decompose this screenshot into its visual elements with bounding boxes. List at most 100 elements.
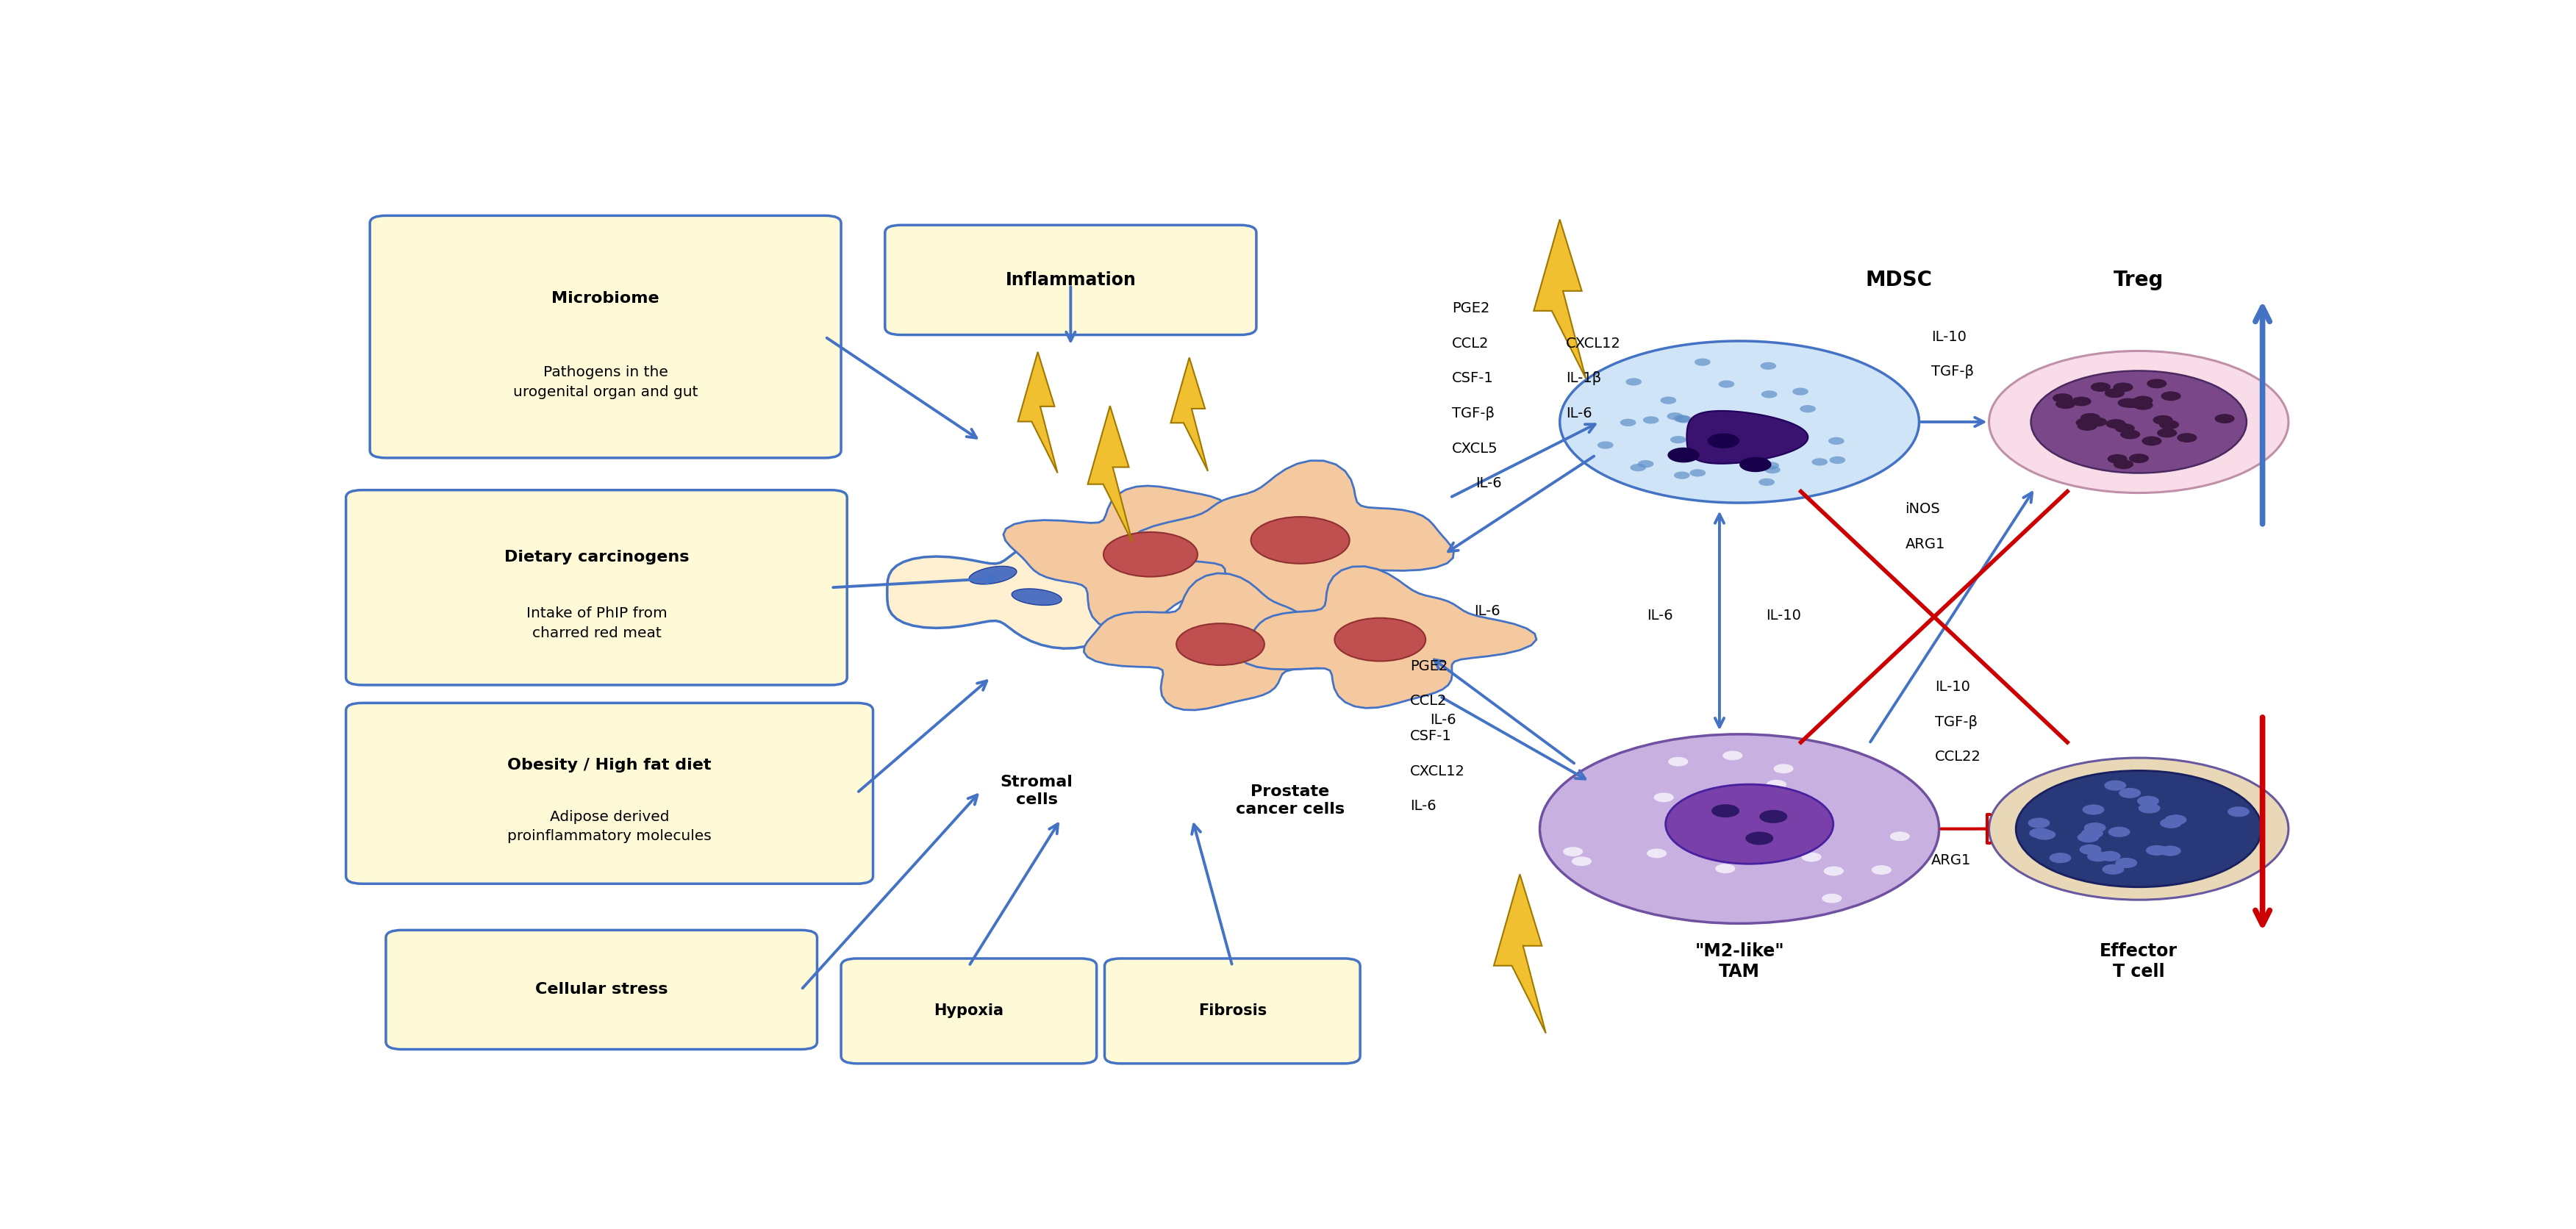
Circle shape <box>2087 417 2107 426</box>
Text: "M2-like"
TAM: "M2-like" TAM <box>1695 943 1785 981</box>
Circle shape <box>1540 734 1940 923</box>
Circle shape <box>1571 857 1592 866</box>
Text: Cellular stress: Cellular stress <box>536 982 667 997</box>
Circle shape <box>2154 415 2172 425</box>
Circle shape <box>2071 397 2092 406</box>
Circle shape <box>2076 422 2097 430</box>
Circle shape <box>2133 401 2154 410</box>
Text: CXCL12: CXCL12 <box>1409 764 1466 778</box>
Text: Inflammation: Inflammation <box>1005 272 1136 289</box>
Circle shape <box>2087 852 2110 862</box>
Circle shape <box>2138 803 2161 814</box>
Text: Pathogens in the
urogenital organ and gut: Pathogens in the urogenital organ and gu… <box>513 365 698 399</box>
Circle shape <box>2107 455 2128 463</box>
Text: TGF-β: TGF-β <box>1935 715 1978 729</box>
Circle shape <box>1177 623 1265 665</box>
Text: IL-6: IL-6 <box>1409 799 1437 814</box>
Text: Fibrosis: Fibrosis <box>1198 1004 1267 1019</box>
Text: PGE2: PGE2 <box>1453 301 1489 316</box>
Circle shape <box>2081 805 2105 815</box>
Circle shape <box>1710 446 1728 454</box>
Circle shape <box>1767 779 1785 789</box>
Text: Treg: Treg <box>2112 269 2164 290</box>
Circle shape <box>1687 807 1708 817</box>
Text: CSF-1: CSF-1 <box>1453 371 1494 386</box>
Circle shape <box>1677 415 1692 423</box>
Circle shape <box>1646 849 1667 858</box>
Circle shape <box>2092 382 2110 392</box>
Circle shape <box>1989 758 2287 900</box>
Circle shape <box>1252 517 1350 564</box>
Circle shape <box>2102 864 2125 875</box>
Circle shape <box>2112 460 2133 469</box>
Circle shape <box>2141 436 2161 446</box>
Text: IL-1β: IL-1β <box>1566 371 1602 386</box>
Circle shape <box>1821 893 1842 903</box>
Circle shape <box>1777 788 1798 798</box>
Circle shape <box>1667 784 1834 864</box>
Circle shape <box>1824 866 1844 876</box>
Text: Hypoxia: Hypoxia <box>935 1004 1005 1019</box>
Circle shape <box>2076 418 2097 428</box>
Text: IL-6: IL-6 <box>1473 605 1499 618</box>
Circle shape <box>1625 379 1641 386</box>
Text: ARG1: ARG1 <box>1932 853 1971 866</box>
Text: TGF-β: TGF-β <box>1932 365 1973 379</box>
Circle shape <box>1103 532 1198 576</box>
Circle shape <box>2115 424 2136 433</box>
Circle shape <box>2161 391 2182 401</box>
Polygon shape <box>969 567 1018 584</box>
Circle shape <box>1597 441 1613 449</box>
Circle shape <box>2105 419 2125 429</box>
Text: Effector
T cell: Effector T cell <box>2099 943 2177 981</box>
Circle shape <box>2120 788 2141 798</box>
Circle shape <box>2027 817 2050 828</box>
Circle shape <box>2133 396 2154 406</box>
Circle shape <box>1723 751 1741 761</box>
Circle shape <box>1873 865 1891 875</box>
Circle shape <box>1669 436 1687 444</box>
Circle shape <box>1708 434 1739 449</box>
Circle shape <box>1783 822 1803 832</box>
Circle shape <box>2177 433 2197 442</box>
Circle shape <box>2159 420 2179 429</box>
Circle shape <box>2107 827 2130 837</box>
Circle shape <box>1785 426 1801 434</box>
Text: TGF-β: TGF-β <box>1453 407 1494 420</box>
Circle shape <box>1829 438 1844 445</box>
Polygon shape <box>1087 406 1133 542</box>
Text: IL-6: IL-6 <box>1566 407 1592 420</box>
Text: IL-10: IL-10 <box>1765 608 1801 623</box>
Text: Intake of PhIP from
charred red meat: Intake of PhIP from charred red meat <box>526 607 667 640</box>
Text: Prostate
cancer cells: Prostate cancer cells <box>1236 784 1345 816</box>
Circle shape <box>1674 415 1690 423</box>
Text: IL-10: IL-10 <box>1935 680 1971 694</box>
Text: Obesity / High fat diet: Obesity / High fat diet <box>507 758 711 773</box>
FancyBboxPatch shape <box>886 225 1257 334</box>
Text: CSF-1: CSF-1 <box>1409 729 1453 744</box>
Circle shape <box>1654 793 1674 803</box>
Circle shape <box>2146 846 2169 855</box>
Polygon shape <box>1533 220 1587 379</box>
Circle shape <box>2084 822 2105 833</box>
Text: PGE2: PGE2 <box>1409 659 1448 673</box>
Circle shape <box>2115 858 2138 868</box>
Circle shape <box>2215 414 2233 423</box>
Circle shape <box>1716 864 1736 874</box>
Circle shape <box>1801 406 1816 413</box>
Polygon shape <box>1687 410 1808 463</box>
Circle shape <box>2120 430 2141 439</box>
Polygon shape <box>1131 461 1453 614</box>
FancyBboxPatch shape <box>1105 959 1360 1063</box>
Circle shape <box>2079 844 2102 854</box>
Circle shape <box>2056 399 2076 409</box>
Text: CCL2: CCL2 <box>1409 694 1448 708</box>
Circle shape <box>1772 764 1793 773</box>
Circle shape <box>1662 397 1677 404</box>
Circle shape <box>1765 466 1780 473</box>
Circle shape <box>1687 795 1705 805</box>
FancyBboxPatch shape <box>371 215 840 458</box>
Circle shape <box>2156 428 2177 438</box>
Circle shape <box>1747 832 1772 844</box>
Circle shape <box>1811 458 1826 466</box>
